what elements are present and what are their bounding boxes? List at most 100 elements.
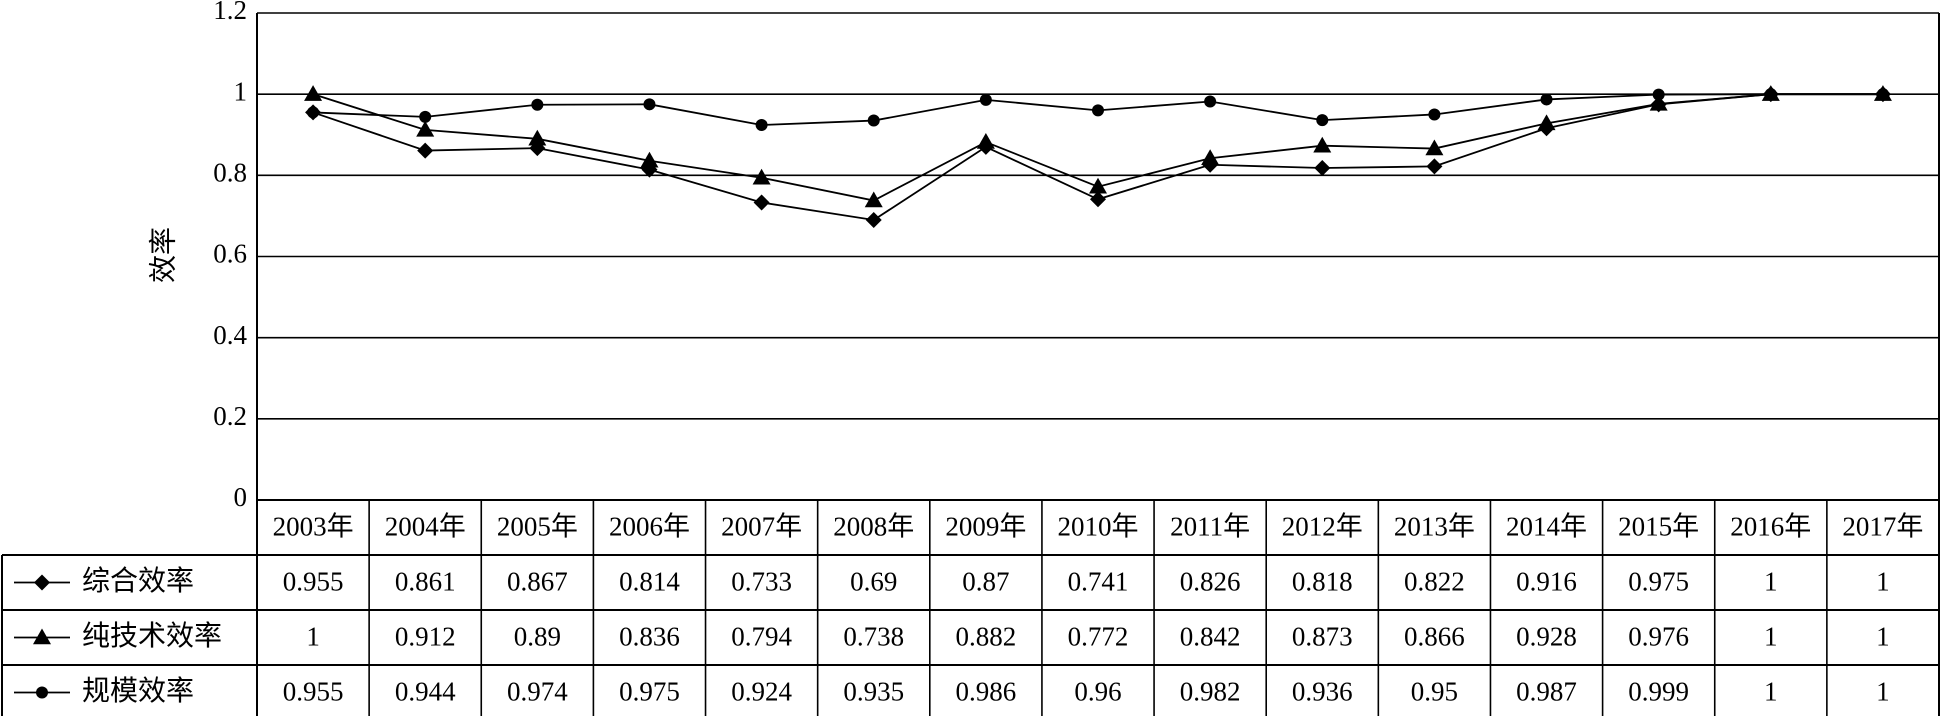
circle-point <box>307 106 320 119</box>
diamond-point <box>417 142 434 159</box>
x-tick-label: 2016年 <box>1730 512 1811 542</box>
circle-point <box>1428 108 1441 121</box>
x-tick-label: 2012年 <box>1282 512 1363 542</box>
data-table-cell: 0.741 <box>1068 567 1129 597</box>
triangle-point <box>304 85 323 101</box>
data-table-cell: 0.999 <box>1628 677 1689 707</box>
y-tick-label: 0.6 <box>213 239 247 269</box>
data-table-cell: 1 <box>1876 567 1890 597</box>
triangle-point <box>1313 136 1332 153</box>
data-table-cell: 0.975 <box>1628 567 1689 597</box>
triangle-point <box>864 191 883 208</box>
x-tick-label: 2014年 <box>1506 512 1587 542</box>
triangle-point <box>752 168 771 185</box>
data-table-cell: 1 <box>306 622 320 652</box>
x-tick-label: 2008年 <box>833 512 914 542</box>
circle-point <box>1540 93 1553 106</box>
data-table-cell: 0.733 <box>731 567 792 597</box>
legend-circle-point <box>36 686 48 699</box>
x-tick-label: 2007年 <box>721 512 802 542</box>
triangle-point <box>528 129 547 146</box>
data-table-cell: 0.826 <box>1180 567 1241 597</box>
data-table-cell: 0.912 <box>395 622 456 652</box>
y-tick-label: 0.2 <box>213 401 247 431</box>
x-tick-label: 2011年 <box>1170 512 1250 542</box>
x-tick-label: 2015年 <box>1618 512 1699 542</box>
diamond-point <box>865 211 882 228</box>
x-tick-label: 2006年 <box>609 512 690 542</box>
data-table-cell: 0.95 <box>1411 677 1458 707</box>
circle-point <box>755 119 768 132</box>
y-tick-label: 0.4 <box>213 320 247 350</box>
data-table-cell: 1 <box>1876 677 1890 707</box>
legend-series-name: 纯技术效率 <box>82 620 222 652</box>
data-table-cell: 0.836 <box>619 622 680 652</box>
y-tick-label: 0.8 <box>213 158 247 188</box>
data-table-cell: 0.928 <box>1516 622 1577 652</box>
data-table-cell: 0.738 <box>843 622 904 652</box>
data-table-cell: 0.935 <box>843 677 904 707</box>
circle-point <box>643 98 656 111</box>
data-table-cell: 0.772 <box>1068 622 1129 652</box>
diamond-point <box>753 194 770 211</box>
data-table-cell: 0.867 <box>507 567 568 597</box>
legend-series-name: 综合效率 <box>82 565 194 597</box>
data-table-cell: 1 <box>1764 677 1778 707</box>
legend-triangle-point <box>33 628 51 645</box>
data-table-cell: 0.987 <box>1516 677 1577 707</box>
data-table-cell: 0.924 <box>731 677 792 707</box>
data-table-cell: 0.936 <box>1292 677 1353 707</box>
circle-point <box>1092 104 1104 117</box>
data-table-cell: 0.974 <box>507 677 568 707</box>
x-tick-label: 2009年 <box>945 512 1026 542</box>
data-table-cell: 0.822 <box>1404 567 1465 597</box>
data-table-cell: 1 <box>1764 567 1778 597</box>
data-table-cell: 0.861 <box>395 567 456 597</box>
data-table-cell: 0.89 <box>514 622 561 652</box>
data-table-cell: 0.794 <box>731 622 792 652</box>
x-tick-label: 2010年 <box>1058 512 1139 542</box>
x-tick-label: 2005年 <box>497 512 578 542</box>
circle-point <box>867 114 880 127</box>
triangle-point <box>1537 114 1556 131</box>
circle-point <box>531 98 544 111</box>
data-table-cell: 0.818 <box>1292 567 1353 597</box>
data-table-cell: 0.986 <box>955 677 1016 707</box>
data-table-cell: 0.955 <box>283 567 344 597</box>
x-tick-label: 2004年 <box>385 512 466 542</box>
circle-point <box>1876 88 1889 101</box>
triangle-point <box>1201 149 1220 166</box>
data-table-cell: 1 <box>1876 622 1890 652</box>
circle-point <box>1764 88 1777 101</box>
legend-series-name: 规模效率 <box>82 675 194 707</box>
data-table-cell: 0.976 <box>1628 622 1689 652</box>
y-tick-label: 1.2 <box>213 0 247 25</box>
data-table-cell: 0.916 <box>1516 567 1577 597</box>
data-table-cell: 0.955 <box>283 677 344 707</box>
triangle-point <box>640 151 659 168</box>
legend-diamond-point <box>34 574 50 591</box>
data-table-cell: 0.944 <box>395 677 456 707</box>
circle-point <box>1652 88 1665 101</box>
diamond-point <box>1426 158 1443 175</box>
x-tick-label: 2017年 <box>1842 512 1923 542</box>
circle-point <box>979 93 992 106</box>
diamond-point <box>1090 191 1106 208</box>
data-table-cell: 0.842 <box>1180 622 1241 652</box>
circle-point <box>1316 114 1329 127</box>
triangle-point <box>976 133 995 149</box>
data-table-cell: 0.873 <box>1292 622 1353 652</box>
circle-point <box>419 110 432 123</box>
triangle-point <box>1649 94 1668 111</box>
triangle-point <box>1425 139 1444 156</box>
data-table-cell: 0.982 <box>1180 677 1241 707</box>
circle-point <box>1204 95 1217 108</box>
triangle-point <box>416 120 435 137</box>
data-table-cell: 0.96 <box>1074 677 1121 707</box>
y-axis-label: 效率 <box>147 227 179 283</box>
x-tick-label: 2013年 <box>1394 512 1475 542</box>
data-table-cell: 0.69 <box>850 567 897 597</box>
x-tick-label: 2003年 <box>273 512 354 542</box>
